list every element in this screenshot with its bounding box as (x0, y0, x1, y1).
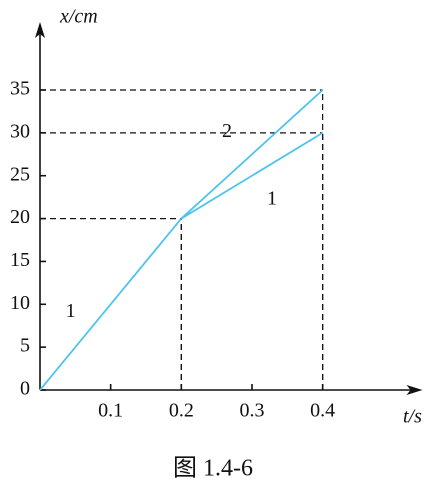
curve-label: 1 (267, 187, 277, 209)
x-axis-arrow (406, 385, 423, 395)
data-line (180, 89, 324, 220)
data-line (39, 132, 324, 391)
y-tick-label: 35 (10, 78, 30, 100)
y-axis-label: x/cm (59, 6, 98, 28)
y-tick-label: 10 (10, 292, 30, 314)
y-tick-label: 20 (10, 206, 30, 228)
curve-label: 2 (222, 120, 232, 142)
x-tick-label: 0.2 (169, 400, 194, 422)
y-tick-label: 30 (10, 120, 30, 142)
curve-label: 1 (66, 300, 76, 322)
x-tick-label: 0.3 (239, 400, 264, 422)
y-tick-label: 15 (10, 249, 30, 271)
y-tick-label: 25 (10, 163, 30, 185)
x-axis-label: t/s (403, 406, 422, 428)
x-tick-label: 0.4 (310, 400, 335, 422)
x-tick-label: 0.1 (98, 400, 123, 422)
y-tick-label: 5 (20, 335, 30, 357)
y-axis-arrow (35, 22, 45, 38)
y-tick-label: 0 (20, 378, 30, 400)
caption: 图 1.4-6 (173, 456, 253, 482)
